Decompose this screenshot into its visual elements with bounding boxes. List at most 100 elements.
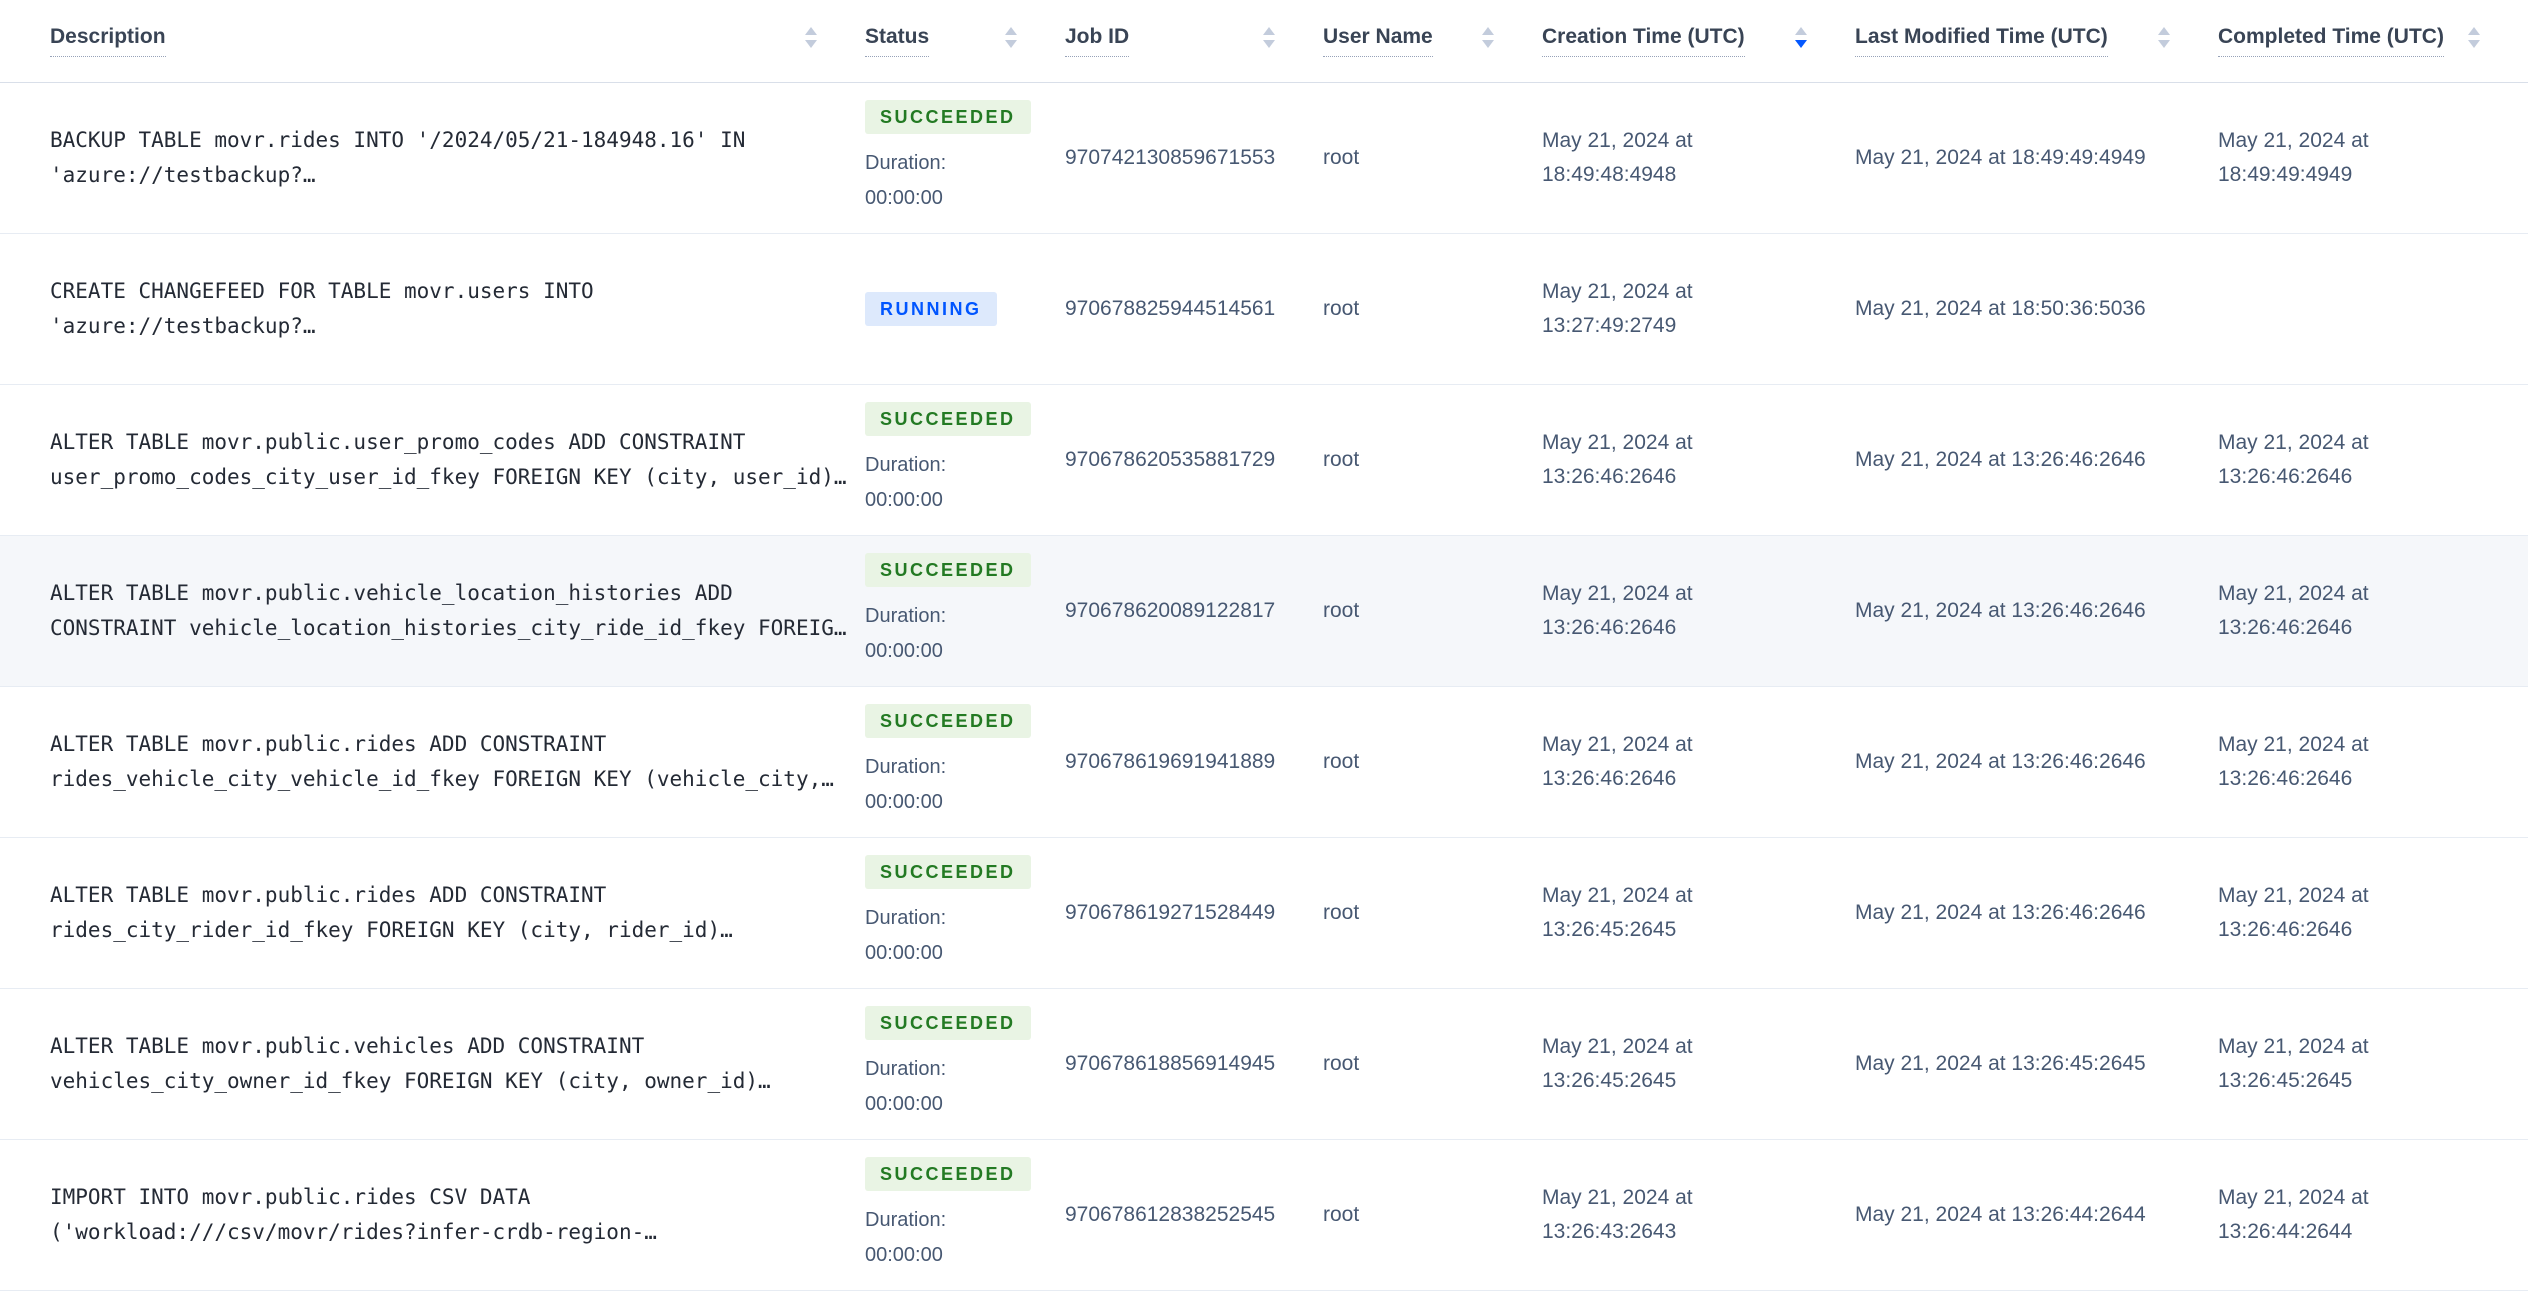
sort-down-arrow-icon <box>1795 40 1807 49</box>
user-name: root <box>1323 296 1360 320</box>
user-name-cell: root <box>1323 384 1542 535</box>
sort-up-arrow-icon <box>1482 27 1494 36</box>
table-row: ALTER TABLE movr.public.vehicles ADD CON… <box>0 988 2528 1139</box>
creation-time-cell: May 21, 2024 at 13:26:46:2646 <box>1542 384 1855 535</box>
job-id: 970678618856914945 <box>1065 1051 1276 1075</box>
sort-down-arrow-icon <box>2158 40 2170 49</box>
table-row: ALTER TABLE movr.public.rides ADD CONSTR… <box>0 686 2528 837</box>
creation-time: May 21, 2024 at 13:26:45:2645 <box>1542 883 1693 941</box>
column-header-last-modified-time[interactable]: Last Modified Time (UTC) <box>1855 0 2218 83</box>
user-name: root <box>1323 598 1360 622</box>
completed-time: May 21, 2024 at 18:49:49:4949 <box>2218 128 2369 186</box>
status-cell: SUCCEEDED Duration: 00:00:00 <box>865 1139 1065 1290</box>
creation-time: May 21, 2024 at 13:26:46:2646 <box>1542 430 1693 488</box>
job-duration: Duration: 00:00:00 <box>865 146 1037 216</box>
status-badge: SUCCEEDED <box>865 1005 1031 1040</box>
job-description-link[interactable]: ALTER TABLE movr.public.rides ADD CONSTR… <box>50 732 834 791</box>
sort-down-arrow-icon <box>2468 40 2480 49</box>
column-header-job-id[interactable]: Job ID <box>1065 0 1323 83</box>
job-id-cell: 970678612838252545 <box>1065 1139 1323 1290</box>
description-cell: ALTER TABLE movr.public.vehicles ADD CON… <box>0 988 865 1139</box>
creation-time: May 21, 2024 at 13:26:46:2646 <box>1542 732 1693 790</box>
column-label-description: Description <box>50 25 166 57</box>
status-cell: SUCCEEDED Duration: 00:00:00 <box>865 82 1065 233</box>
user-name-cell: root <box>1323 1139 1542 1290</box>
sort-icon[interactable] <box>1005 27 1017 54</box>
table-row: ALTER TABLE movr.public.vehicle_location… <box>0 535 2528 686</box>
sort-icon[interactable] <box>1795 27 1807 54</box>
creation-time: May 21, 2024 at 13:26:46:2646 <box>1542 581 1693 639</box>
job-description-link[interactable]: IMPORT INTO movr.public.rides CSV DATA (… <box>50 1185 657 1244</box>
column-header-creation-time[interactable]: Creation Time (UTC) <box>1542 0 1855 83</box>
status-badge: SUCCEEDED <box>865 552 1031 587</box>
column-header-description[interactable]: Description <box>0 0 865 83</box>
job-id: 970742130859671553 <box>1065 145 1276 169</box>
completed-time: May 21, 2024 at 13:26:46:2646 <box>2218 430 2369 488</box>
user-name: root <box>1323 1051 1360 1075</box>
sort-up-arrow-icon <box>1795 27 1807 36</box>
job-id: 970678620535881729 <box>1065 447 1276 471</box>
duration-label: Duration: <box>865 906 947 929</box>
last-modified-time: May 21, 2024 at 18:50:36:5036 <box>1855 296 2146 320</box>
table-row: BACKUP TABLE movr.rides INTO '/2024/05/2… <box>0 82 2528 233</box>
completed-time-cell: May 21, 2024 at 13:26:45:2645 <box>2218 988 2528 1139</box>
last-modified-time-cell: May 21, 2024 at 13:26:46:2646 <box>1855 535 2218 686</box>
job-id-cell: 970742130859671553 <box>1065 82 1323 233</box>
user-name: root <box>1323 447 1360 471</box>
creation-time-cell: May 21, 2024 at 18:49:48:4948 <box>1542 82 1855 233</box>
last-modified-time-cell: May 21, 2024 at 13:26:44:2644 <box>1855 1139 2218 1290</box>
column-label-user-name: User Name <box>1323 25 1433 57</box>
user-name: root <box>1323 1202 1360 1226</box>
job-description-link[interactable]: CREATE CHANGEFEED FOR TABLE movr.users I… <box>50 279 594 338</box>
last-modified-time-cell: May 21, 2024 at 18:50:36:5036 <box>1855 233 2218 384</box>
completed-time: May 21, 2024 at 13:26:46:2646 <box>2218 581 2369 639</box>
last-modified-time: May 21, 2024 at 13:26:46:2646 <box>1855 598 2146 622</box>
column-header-completed-time[interactable]: Completed Time (UTC) <box>2218 0 2528 83</box>
job-description-link[interactable]: ALTER TABLE movr.public.rides ADD CONSTR… <box>50 883 733 942</box>
sort-icon[interactable] <box>1263 27 1275 54</box>
column-header-status[interactable]: Status <box>865 0 1065 83</box>
creation-time: May 21, 2024 at 18:49:48:4948 <box>1542 128 1693 186</box>
column-label-job-id: Job ID <box>1065 25 1130 57</box>
job-duration: Duration: 00:00:00 <box>865 599 1037 669</box>
sort-down-arrow-icon <box>1263 40 1275 49</box>
sort-down-arrow-icon <box>805 40 817 49</box>
job-description-link[interactable]: ALTER TABLE movr.public.user_promo_codes… <box>50 430 847 489</box>
description-cell: ALTER TABLE movr.public.vehicle_location… <box>0 535 865 686</box>
sort-up-arrow-icon <box>1005 27 1017 36</box>
sort-icon[interactable] <box>2468 27 2480 54</box>
completed-time: May 21, 2024 at 13:26:46:2646 <box>2218 883 2369 941</box>
description-cell: CREATE CHANGEFEED FOR TABLE movr.users I… <box>0 233 865 384</box>
user-name-cell: root <box>1323 535 1542 686</box>
job-description-link[interactable]: ALTER TABLE movr.public.vehicle_location… <box>50 581 847 640</box>
status-badge: SUCCEEDED <box>865 1156 1031 1191</box>
duration-value: 00:00:00 <box>865 1243 943 1266</box>
status-badge: SUCCEEDED <box>865 99 1031 134</box>
completed-time-cell: May 21, 2024 at 18:49:49:4949 <box>2218 82 2528 233</box>
creation-time-cell: May 21, 2024 at 13:26:46:2646 <box>1542 686 1855 837</box>
job-id-cell: 970678620535881729 <box>1065 384 1323 535</box>
sort-icon[interactable] <box>805 27 817 54</box>
last-modified-time: May 21, 2024 at 13:26:44:2644 <box>1855 1202 2146 1226</box>
status-badge: RUNNING <box>865 291 997 326</box>
last-modified-time: May 21, 2024 at 13:26:46:2646 <box>1855 900 2146 924</box>
job-duration: Duration: 00:00:00 <box>865 1052 1037 1122</box>
table-row: IMPORT INTO movr.public.rides CSV DATA (… <box>0 1139 2528 1290</box>
job-duration: Duration: 00:00:00 <box>865 901 1037 971</box>
sort-up-arrow-icon <box>805 27 817 36</box>
job-description-link[interactable]: BACKUP TABLE movr.rides INTO '/2024/05/2… <box>50 128 746 187</box>
sort-icon[interactable] <box>2158 27 2170 54</box>
description-cell: ALTER TABLE movr.public.user_promo_codes… <box>0 384 865 535</box>
job-id-cell: 970678825944514561 <box>1065 233 1323 384</box>
completed-time-cell: May 21, 2024 at 13:26:44:2644 <box>2218 1139 2528 1290</box>
status-cell: SUCCEEDED Duration: 00:00:00 <box>865 686 1065 837</box>
job-description-link[interactable]: ALTER TABLE movr.public.vehicles ADD CON… <box>50 1034 771 1093</box>
creation-time: May 21, 2024 at 13:26:43:2643 <box>1542 1185 1693 1243</box>
sort-icon[interactable] <box>1482 27 1494 54</box>
table-row: ALTER TABLE movr.public.user_promo_codes… <box>0 384 2528 535</box>
column-header-user-name[interactable]: User Name <box>1323 0 1542 83</box>
completed-time-cell: May 21, 2024 at 13:26:46:2646 <box>2218 384 2528 535</box>
job-id-cell: 970678619691941889 <box>1065 686 1323 837</box>
completed-time: May 21, 2024 at 13:26:46:2646 <box>2218 732 2369 790</box>
last-modified-time: May 21, 2024 at 13:26:45:2645 <box>1855 1051 2146 1075</box>
